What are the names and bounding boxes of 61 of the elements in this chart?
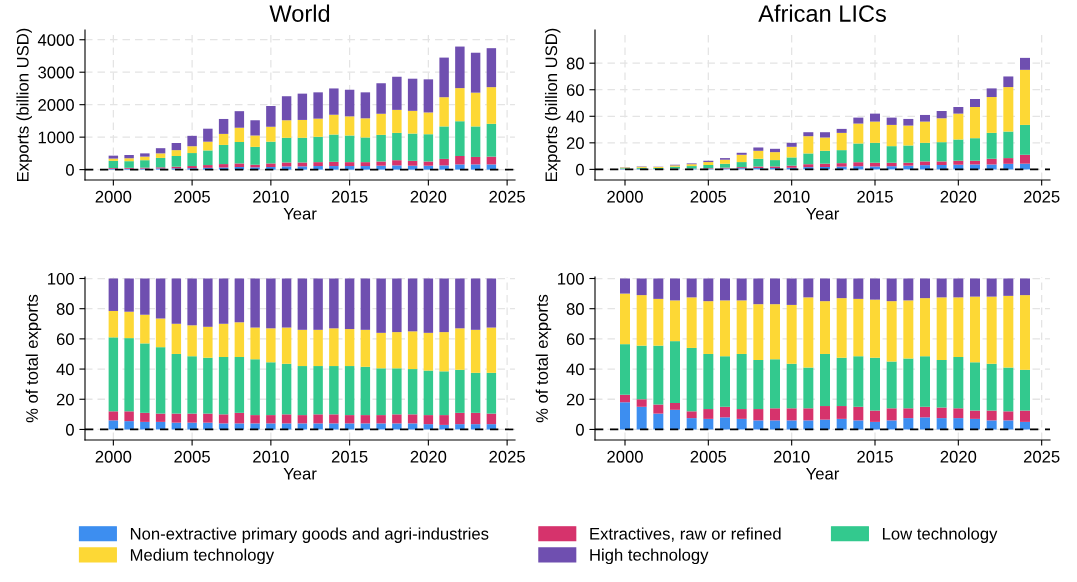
x-tick-label: 2010 [773,190,810,203]
y-tick-label: 3000 [38,66,74,79]
x-tick-label: 2000 [607,450,643,463]
legend-label: High technology [590,548,709,565]
y-tick-label: 100 [48,272,74,285]
y-axis-title: Exports (billion USD) [16,28,32,181]
y-tick-label: 80 [56,303,74,315]
x-tick-label: 2005 [690,450,727,463]
y-tick-label: 4000 [37,34,74,46]
y-tick-label: 20 [566,137,584,150]
x-tick-label: 2015 [331,190,368,203]
x-tick-label: 2010 [773,450,810,463]
x-tick-label: 2025 [489,450,525,463]
legend-label: Medium technology [130,548,275,565]
x-tick-label: 2020 [410,190,447,203]
x-tick-label: 2025 [489,190,525,203]
x-tick-label: 2000 [607,190,643,203]
x-tick-label: 2015 [857,190,893,203]
x-axis-title: Year [283,207,317,220]
y-tick-label: 60 [566,333,584,346]
y-tick-label: 0 [65,164,74,176]
x-axis-title: Year [806,467,840,480]
y-tick-label: 1000 [38,131,74,144]
chart-title: World [269,4,330,22]
x-tick-label: 2020 [940,450,977,463]
y-tick-label: 20 [56,393,74,406]
x-tick-label: 2000 [95,450,132,463]
y-tick-label: 0 [575,423,584,436]
y-tick-label: 20 [566,393,584,406]
y-tick-label: 60 [566,84,584,96]
legend-label: Extractives, raw or refined [590,527,781,542]
y-axis-title: Exports (billion USD) [544,28,561,181]
x-tick-label: 2020 [410,450,447,463]
x-tick-label: 2005 [174,450,210,463]
legend-label: Non-extractive primary goods and agri-industries [130,527,489,543]
x-tick-label: 2005 [690,190,727,203]
y-tick-label: 2000 [38,99,74,111]
x-tick-label: 2015 [331,450,368,463]
x-axis-title: Year [283,467,317,480]
y-axis-title: % of total exports [25,294,42,423]
y-tick-label: 80 [566,57,584,70]
chart-title: African LICs [758,4,886,22]
y-tick-label: 60 [56,333,74,346]
x-tick-label: 2025 [1023,190,1060,203]
x-tick-label: 2000 [95,190,132,203]
x-tick-label: 2015 [857,450,893,463]
x-tick-label: 2020 [940,190,977,203]
y-tick-label: 100 [558,272,584,285]
y-axis-title: % of total exports [535,294,552,423]
y-tick-label: 0 [575,163,584,176]
x-tick-label: 2010 [253,450,289,463]
y-tick-label: 80 [566,303,584,315]
legend-label: Low technology [882,527,998,543]
x-tick-label: 2025 [1023,450,1060,463]
x-tick-label: 2005 [174,190,210,203]
y-tick-label: 0 [65,423,74,436]
x-axis-title: Year [806,207,840,220]
y-tick-label: 40 [56,363,74,376]
y-tick-label: 40 [566,363,584,376]
x-tick-label: 2010 [253,190,289,203]
y-tick-label: 40 [566,110,584,123]
